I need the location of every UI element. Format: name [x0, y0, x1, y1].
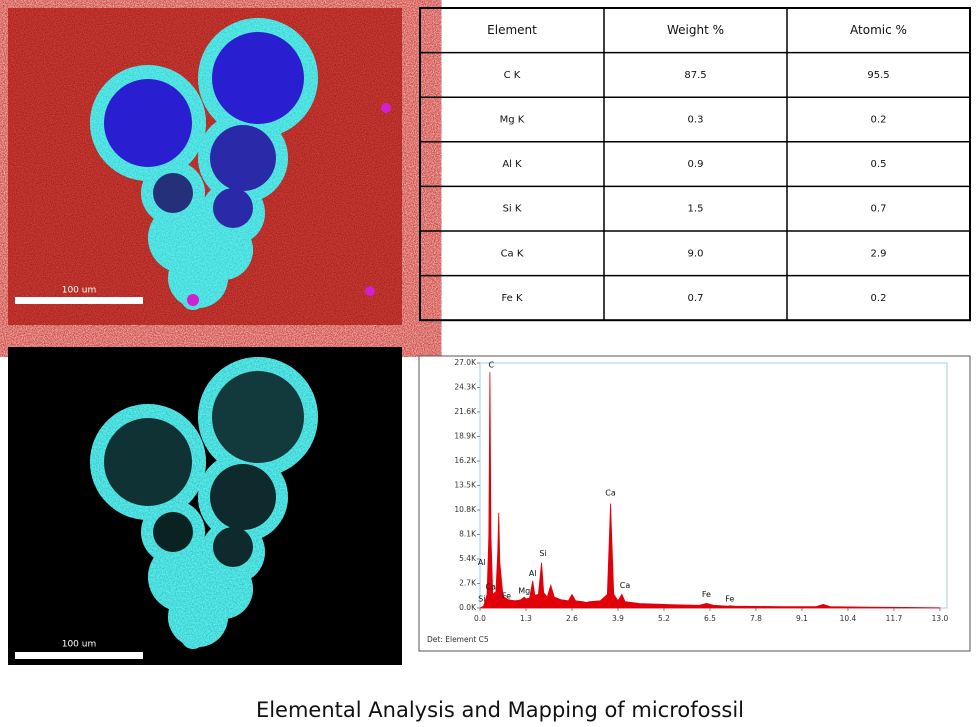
cell: 0.2	[871, 293, 887, 304]
table-frame	[419, 7, 971, 322]
cell: 0.3	[688, 115, 704, 126]
peak-label: Mg	[518, 586, 530, 595]
caption: Elemental Analysis and Mapping of microf…	[256, 698, 744, 722]
y-tick-label: 2.7K	[459, 579, 477, 588]
y-tick-label: 5.4K	[459, 554, 477, 563]
peak-label: Ca	[620, 581, 631, 590]
y-tick-label: 18.9K	[454, 432, 477, 441]
cell: 0.2	[871, 115, 887, 126]
peak-label: Al	[529, 569, 537, 578]
y-tick-label: 0.0K	[459, 603, 477, 612]
x-tick-label: 10.4	[840, 614, 857, 623]
peak-label: Ca	[485, 583, 496, 592]
y-tick-label: 13.5K	[454, 481, 477, 490]
peak-label: Si	[539, 549, 546, 558]
x-tick-label: 0.0	[474, 614, 486, 623]
footer: Det: Element C5	[427, 635, 489, 644]
header-cell: Atomic %	[850, 23, 907, 37]
cell: Mg K	[500, 115, 525, 126]
scale-label: 100 um	[62, 286, 97, 296]
x-tick-label: 6.5	[704, 614, 716, 623]
cell: Fe K	[501, 293, 523, 304]
spectrum-area	[479, 372, 941, 609]
x-tick-label: 1.3	[520, 614, 532, 623]
x-tick-label: 9.1	[796, 614, 808, 623]
peak-label: C	[489, 360, 495, 369]
cell: C K	[504, 70, 521, 81]
peak-label: Si	[478, 594, 485, 603]
cell: 2.9	[871, 248, 887, 259]
cell: 95.5	[867, 70, 889, 81]
y-tick-label: 10.8K	[454, 505, 477, 514]
peak-label: Fe	[725, 594, 734, 603]
y-tick-label: 8.1K	[459, 530, 477, 539]
cell: 9.0	[688, 248, 704, 259]
cell: 0.9	[688, 159, 704, 170]
cell: Si K	[503, 204, 522, 215]
spectrum: 0.0K 2.7K 5.4K 8.1K 10.8K 13.5K 16.2K 18.9K 21.6…	[454, 358, 948, 623]
peak-label: Fe	[702, 590, 711, 599]
cell: 87.5	[684, 70, 706, 81]
y-tick-label: 27.0K	[454, 358, 477, 367]
x-tick-label: 2.6	[566, 614, 578, 623]
cell: 1.5	[688, 204, 704, 215]
calcium-map: 100 um	[8, 347, 402, 665]
header-cell: Weight %	[667, 23, 724, 37]
x-tick-label: 13.0	[932, 614, 949, 623]
x-tick-label: 3.9	[612, 614, 624, 623]
cell: 0.5	[871, 159, 887, 170]
y-tick-label: 21.6K	[454, 407, 477, 416]
table: Element Weight % Atomic % C K 87.5 95.5 Mg K 0.…	[419, 7, 971, 322]
cell: 0.7	[688, 293, 704, 304]
y-tick-label: 16.2K	[454, 456, 477, 465]
header-cell: Element	[487, 23, 537, 37]
peak-label: Al	[478, 558, 486, 567]
cell: Ca K	[501, 248, 524, 259]
cell: 0.7	[871, 204, 887, 215]
x-tick-label: 7.8	[750, 614, 762, 623]
x-tick-label: 11.7	[886, 614, 903, 623]
cell: Al K	[502, 159, 522, 170]
peak-label: Ca	[605, 488, 616, 497]
y-tick-label: 24.3K	[454, 383, 477, 392]
element-map: 100 um	[8, 8, 402, 325]
peak-label: Fe	[502, 592, 511, 601]
x-tick-label: 5.2	[658, 614, 670, 623]
scale-label: 100 um	[62, 640, 97, 650]
